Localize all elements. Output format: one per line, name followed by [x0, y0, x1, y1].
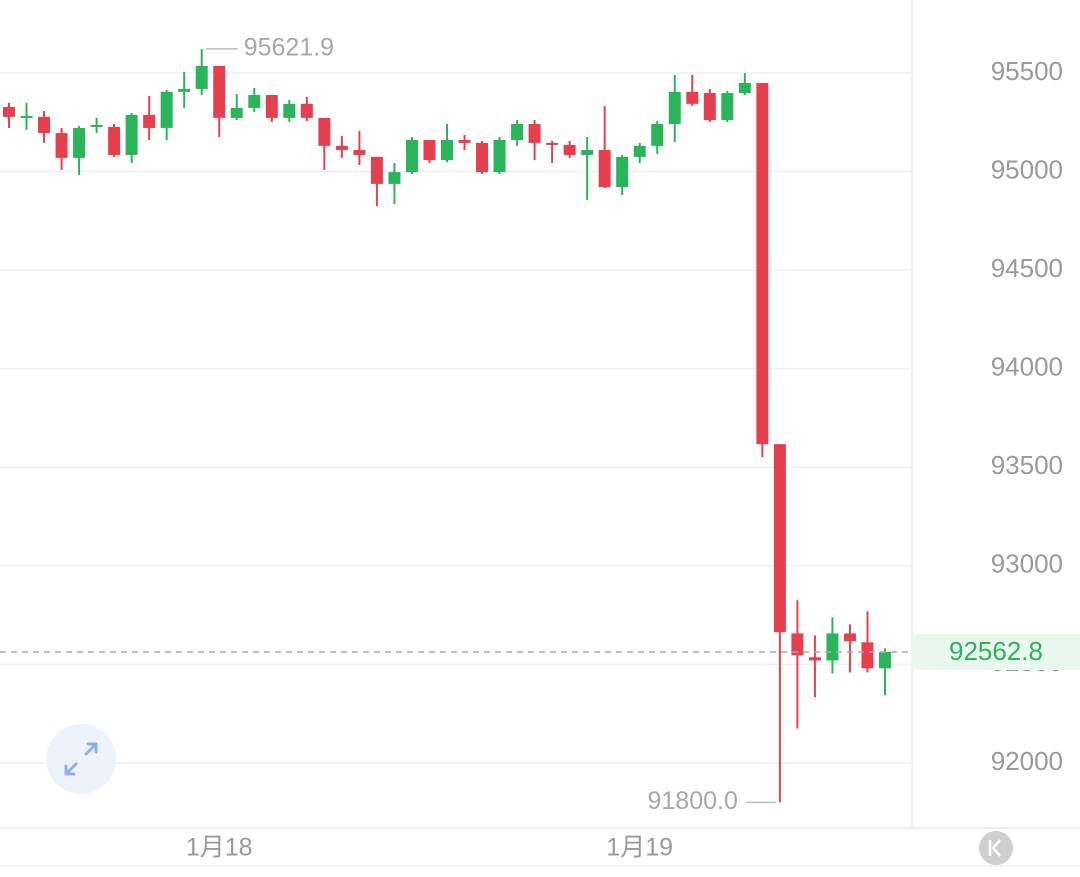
candle-body	[616, 156, 629, 188]
y-tick-label: 93500	[991, 450, 1063, 480]
last-price-tag	[913, 633, 1080, 670]
candle-body	[160, 91, 173, 128]
candles	[3, 48, 891, 803]
candle-body	[283, 103, 296, 118]
candle-body	[388, 172, 401, 184]
candle-body	[143, 114, 156, 128]
candle-body	[441, 139, 453, 161]
candle-body	[73, 127, 86, 158]
overlay: 95621.9 91800.0 92562.8	[0, 34, 1080, 815]
candle-body	[633, 145, 646, 157]
last-price-label: 92562.8	[949, 636, 1043, 666]
y-tick-label: 94500	[991, 253, 1063, 283]
candle-body	[213, 65, 226, 118]
candle-body	[861, 642, 874, 669]
candle-body	[703, 93, 716, 121]
candle-body	[686, 91, 699, 104]
candle-body	[668, 91, 681, 125]
candle-body	[756, 82, 769, 445]
candle-body	[511, 124, 524, 140]
candle-body	[125, 114, 138, 155]
y-tick-label: 92000	[991, 746, 1063, 776]
candle-body	[335, 145, 348, 151]
candle-body	[738, 82, 751, 94]
candle-body	[3, 107, 15, 117]
candle-body	[476, 142, 489, 173]
candle-body	[721, 93, 734, 121]
candle-body	[808, 657, 821, 661]
candle-body	[178, 88, 191, 92]
candle-body	[546, 142, 559, 145]
candle-body	[493, 139, 506, 173]
low-label: 91800.0	[648, 787, 738, 815]
x-tick-label: 1月18	[186, 834, 253, 862]
candle-body	[300, 103, 313, 118]
y-tick-label: 95000	[991, 154, 1063, 184]
candle-body	[598, 150, 611, 188]
y-tick-label: 93000	[991, 549, 1063, 579]
candle-body	[879, 651, 891, 669]
candle-body	[843, 633, 856, 642]
candle-body	[318, 117, 331, 146]
candle-body	[405, 139, 418, 173]
collapse-button[interactable]	[979, 831, 1013, 865]
candle-body	[791, 633, 804, 656]
high-label: 95621.9	[244, 34, 334, 62]
candle-body	[265, 95, 278, 118]
candle-body	[423, 139, 436, 161]
candle-body	[651, 124, 664, 146]
candle-body	[581, 150, 594, 155]
expand-button[interactable]	[46, 724, 116, 794]
candle-body	[248, 95, 261, 109]
candle-body	[230, 108, 243, 118]
candle-body	[195, 65, 208, 89]
candle-body	[458, 139, 471, 143]
candle-body	[38, 116, 51, 134]
candle-body	[90, 124, 103, 127]
candle-body	[826, 633, 839, 661]
candle-body	[563, 144, 576, 155]
candle-body	[55, 133, 68, 158]
candle-body	[353, 150, 366, 155]
candle-body	[773, 444, 786, 633]
candle-body	[20, 115, 33, 118]
candle-body	[108, 126, 121, 155]
candle-body	[370, 156, 383, 184]
y-tick-label: 94000	[991, 352, 1063, 382]
y-tick-label: 95500	[991, 56, 1063, 86]
candle-body	[528, 124, 541, 143]
x-tick-label: 1月19	[606, 834, 673, 862]
